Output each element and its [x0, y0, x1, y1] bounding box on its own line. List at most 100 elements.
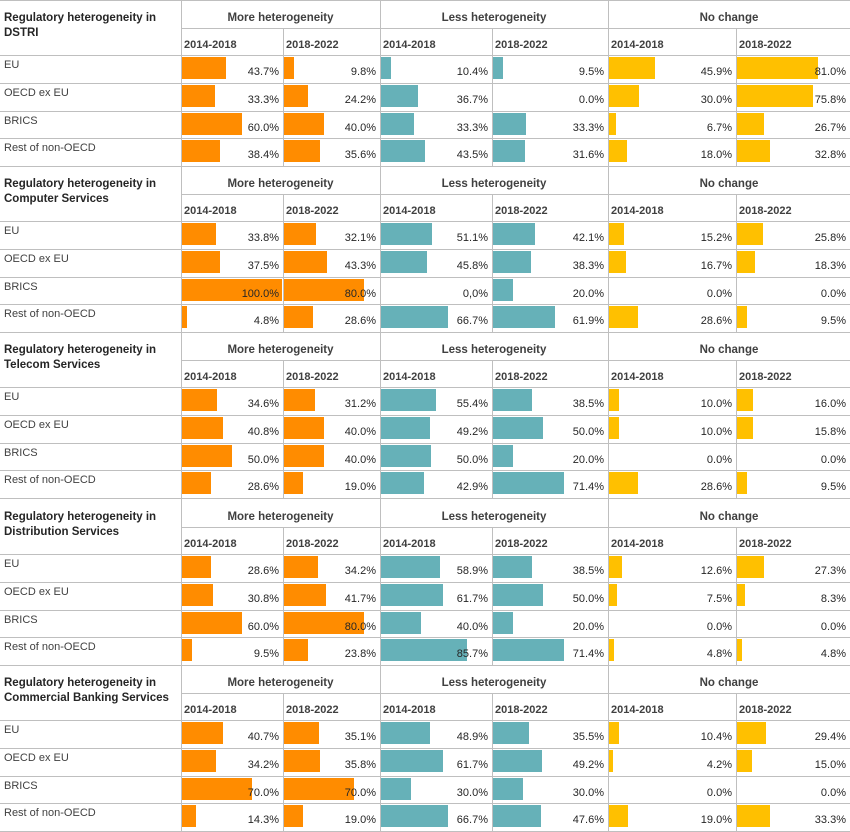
value-label: 66.7% [380, 315, 488, 327]
value-label: 60.0% [181, 122, 279, 134]
value-label: 45.9% [608, 66, 732, 78]
value-label: 40.7% [181, 731, 279, 743]
value-label: 35.5% [492, 731, 604, 743]
group-header: More heterogeneity [181, 677, 380, 689]
value-label: 75.8% [736, 94, 846, 106]
value-label: 27.3% [736, 565, 846, 577]
row-divider [0, 166, 850, 167]
value-label: 4.8% [608, 648, 732, 660]
value-label: 58.9% [380, 565, 488, 577]
period-header: 2014-2018 [608, 205, 664, 217]
row-divider [0, 554, 850, 555]
value-label: 15.2% [608, 232, 732, 244]
value-label: 50.0% [492, 426, 604, 438]
value-label: 61.7% [380, 593, 488, 605]
value-label: 0.0% [736, 787, 846, 799]
value-label: 38.5% [492, 398, 604, 410]
value-label: 12.6% [608, 565, 732, 577]
row-divider [0, 776, 850, 777]
value-label: 100.0% [181, 288, 279, 300]
period-header: 2018-2022 [736, 371, 792, 383]
row-divider [0, 111, 850, 112]
value-label: 9.5% [492, 66, 604, 78]
value-label: 55.4% [380, 398, 488, 410]
period-header: 2014-2018 [181, 371, 237, 383]
heterogeneity-table-grid: Regulatory heterogeneity in DSTRI More he… [0, 0, 850, 831]
value-label: 30.0% [608, 94, 732, 106]
value-label: 60.0% [181, 621, 279, 633]
value-label: 51.1% [380, 232, 488, 244]
value-label: 40.0% [380, 621, 488, 633]
group-header: More heterogeneity [181, 511, 380, 523]
value-label: 31.6% [492, 149, 604, 161]
period-header: 2014-2018 [380, 39, 436, 51]
value-label: 0.0% [608, 454, 732, 466]
value-label: 49.2% [492, 759, 604, 771]
value-label: 0.0% [608, 288, 732, 300]
value-label: 35.8% [283, 759, 376, 771]
grid-top-line [0, 0, 850, 1]
region-label: Rest of non-OECD [4, 807, 96, 819]
value-label: 15.8% [736, 426, 846, 438]
period-header: 2014-2018 [608, 704, 664, 716]
value-label: 34.2% [283, 565, 376, 577]
header-divider [181, 693, 850, 694]
value-label: 40.0% [283, 454, 376, 466]
value-label: 18.3% [736, 260, 846, 272]
value-label: 20.0% [492, 621, 604, 633]
row-divider [0, 803, 850, 804]
period-header: 2018-2022 [736, 205, 792, 217]
value-label: 0.0% [736, 288, 846, 300]
row-divider [0, 83, 850, 84]
value-label: 30.8% [181, 593, 279, 605]
region-label: EU [4, 59, 19, 71]
value-label: 80.0% [283, 288, 376, 300]
row-divider [0, 277, 850, 278]
value-label: 28.6% [608, 315, 732, 327]
region-label: OECD ex EU [4, 586, 69, 598]
value-label: 9.5% [736, 481, 846, 493]
value-label: 29.4% [736, 731, 846, 743]
region-label: BRICS [4, 281, 38, 293]
period-header: 2018-2022 [736, 538, 792, 550]
period-header: 2014-2018 [380, 205, 436, 217]
value-label: 38.3% [492, 260, 604, 272]
value-label: 16.0% [736, 398, 846, 410]
value-label: 33.3% [380, 122, 488, 134]
period-header: 2014-2018 [380, 538, 436, 550]
value-label: 33.3% [492, 122, 604, 134]
value-label: 40.0% [283, 122, 376, 134]
value-label: 33.3% [181, 94, 279, 106]
header-divider [181, 194, 850, 195]
value-label: 70.0% [283, 787, 376, 799]
group-header: Less heterogeneity [380, 344, 608, 356]
region-label: BRICS [4, 115, 38, 127]
value-label: 8.3% [736, 593, 846, 605]
value-label: 0.0% [608, 787, 732, 799]
value-label: 36.7% [380, 94, 488, 106]
period-header: 2018-2022 [283, 704, 339, 716]
group-header: More heterogeneity [181, 12, 380, 24]
region-label: EU [4, 225, 19, 237]
row-divider [0, 498, 850, 499]
section-title: Regulatory heterogeneity in Commercial B… [4, 676, 176, 706]
group-header: No change [608, 12, 850, 24]
value-label: 4.8% [181, 315, 279, 327]
region-label: OECD ex EU [4, 419, 69, 431]
row-divider [0, 610, 850, 611]
value-label: 32.8% [736, 149, 846, 161]
row-divider [0, 138, 850, 139]
period-header: 2018-2022 [283, 39, 339, 51]
value-label: 38.4% [181, 149, 279, 161]
value-label: 19.0% [608, 814, 732, 826]
value-label: 26.7% [736, 122, 846, 134]
region-label: Rest of non-OECD [4, 641, 96, 653]
value-label: 15.0% [736, 759, 846, 771]
value-label: 16.7% [608, 260, 732, 272]
region-label: Rest of non-OECD [4, 308, 96, 320]
value-label: 38.5% [492, 565, 604, 577]
value-label: 6.7% [608, 122, 732, 134]
region-label: Rest of non-OECD [4, 474, 96, 486]
region-label: EU [4, 724, 19, 736]
value-label: 50.0% [492, 593, 604, 605]
